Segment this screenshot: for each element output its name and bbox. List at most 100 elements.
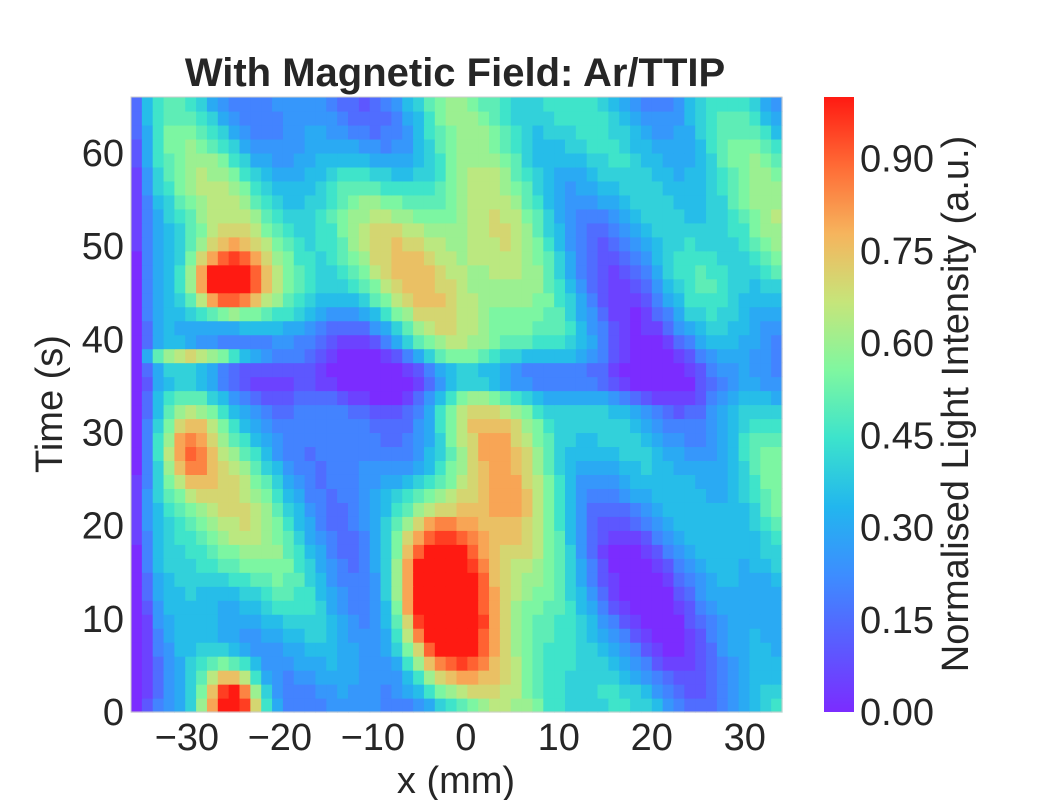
heatmap-cell [695,348,707,364]
heatmap-cell [521,236,534,252]
heatmap-cell [467,264,479,280]
heatmap-cell [369,586,382,601]
heatmap-cell [554,390,566,406]
heatmap-cell [131,362,143,378]
heatmap-cell [521,152,534,168]
heatmap-cell [413,390,425,406]
heatmap-cell [521,110,534,126]
heatmap-cell [228,278,241,294]
heatmap-cell [467,642,479,657]
heatmap-cell [413,236,425,252]
heatmap-cell [749,418,761,434]
heatmap-cell [499,250,512,266]
x-tick-label: −20 [248,717,312,759]
heatmap-cell [315,124,327,140]
heatmap-cell [272,502,284,517]
heatmap-cell [662,306,675,322]
heatmap-cell [651,97,664,112]
heatmap-cell [575,250,588,266]
heatmap-cell [239,558,251,573]
heatmap-cell [684,334,696,350]
heatmap-cell [131,544,143,559]
heatmap-cell [727,404,740,420]
heatmap-cell [716,124,729,140]
heatmap-cell [532,222,544,238]
heatmap-cell [402,628,414,643]
heatmap-cell [749,698,761,713]
heatmap-cell [771,460,783,475]
heatmap-cell [413,642,425,657]
heatmap-cell [185,418,197,434]
heatmap-cell [554,544,566,559]
heatmap-cell [673,586,685,601]
heatmap-cell [695,474,707,489]
heatmap-cell [651,474,664,489]
heatmap-cell [239,572,251,587]
heatmap-cell [597,348,609,364]
heatmap-cell [554,418,566,434]
heatmap-cell [163,446,175,462]
heatmap-cell [684,698,696,713]
heatmap-cell [738,390,751,406]
heatmap-cell [706,362,718,378]
heatmap-cell [760,516,772,531]
heatmap-cell [206,600,219,615]
heatmap-cell [445,166,458,182]
heatmap-cell [727,642,740,657]
heatmap-cell [640,600,653,615]
heatmap-cell [326,474,338,489]
heatmap-cell [326,516,338,531]
heatmap-cell [358,152,371,168]
heatmap-cell [282,460,295,475]
heatmap-cell [640,362,653,378]
heatmap-cell [456,110,468,126]
heatmap-cell [217,152,230,168]
heatmap-cell [630,418,642,434]
heatmap-cell [771,97,783,112]
heatmap-cell [261,124,273,140]
heatmap-cell [337,222,349,238]
heatmap-cell [380,376,392,392]
heatmap-cell [282,362,295,378]
heatmap-cell [261,698,273,713]
heatmap-cell [532,670,544,685]
heatmap-cell [608,698,620,713]
heatmap-cell [196,684,208,699]
heatmap-cell [771,432,783,448]
heatmap-cell [196,446,208,462]
heatmap-cell [272,180,284,196]
heatmap-cell [402,152,414,168]
heatmap-cell [217,222,230,238]
heatmap-cell [673,460,685,475]
heatmap-cell [499,404,512,420]
heatmap-cell [727,446,740,462]
heatmap-cell [282,530,295,545]
heatmap-cell [304,572,317,587]
heatmap-cell [727,124,740,140]
heatmap-cell [434,530,447,545]
heatmap-cell [651,488,664,503]
heatmap-cell [532,502,544,517]
heatmap-cell [630,558,642,573]
heatmap-cell [282,628,295,643]
heatmap-cell [369,642,382,657]
heatmap-cell [217,586,230,601]
heatmap-cell [478,614,490,629]
heatmap-cell [565,222,577,238]
heatmap-cell [391,334,403,350]
heatmap-cell [217,488,230,503]
heatmap-cell [445,138,458,154]
heatmap-cell [163,292,175,308]
x-tick-label: 30 [724,717,766,759]
heatmap-cell [434,418,447,434]
heatmap-cell [348,306,360,322]
heatmap-cell [499,544,512,559]
heatmap-cell [391,362,403,378]
heatmap-cell [554,628,566,643]
heatmap-cell [358,376,371,392]
heatmap-cell [163,376,175,392]
heatmap-cell [174,194,186,210]
heatmap-cell [152,208,165,224]
heatmap-cell [196,698,208,713]
heatmap-cell [695,306,707,322]
